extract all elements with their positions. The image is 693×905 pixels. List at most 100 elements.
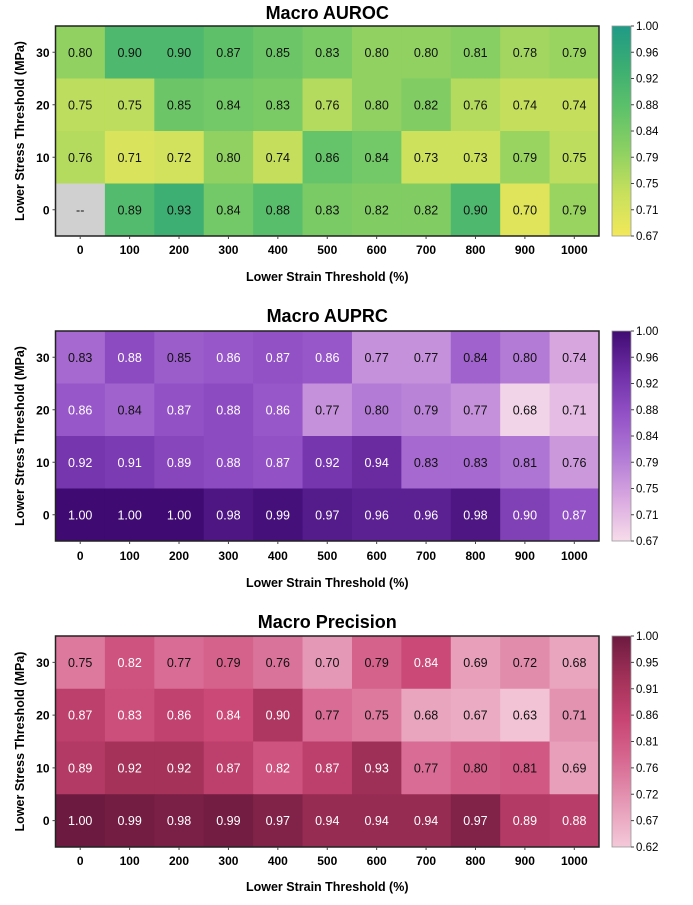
x-tick-label: 0 [77, 549, 84, 563]
colorbar-tick-label: 0.84 [636, 126, 659, 138]
heatmap-cell [351, 794, 402, 848]
heatmap-cell [401, 383, 452, 437]
heatmap-cell [351, 436, 402, 489]
cell-value-label: 0.87 [266, 456, 290, 470]
heatmap-cell [203, 131, 254, 184]
cell-value-label: 0.93 [364, 761, 388, 775]
heatmap-cell [549, 383, 600, 437]
heatmap-cell [401, 794, 452, 848]
cell-value-label: 0.63 [513, 709, 537, 723]
heatmap-cell [302, 741, 353, 795]
heatmap-cell [104, 331, 155, 384]
heatmap-cell [104, 741, 155, 795]
cell-value-label: 0.76 [562, 456, 586, 470]
cell-value-label: 0.76 [463, 98, 487, 112]
cell-value-label: 1.00 [167, 508, 191, 522]
x-axis-label: Lower Strain Threshold (%) [246, 880, 409, 894]
cell-value-label: 0.92 [68, 456, 92, 470]
chart-title: Macro Precision [258, 612, 397, 632]
x-tick-label: 400 [268, 243, 288, 257]
heatmap-cell [401, 183, 452, 237]
y-tick-label: 0 [43, 814, 50, 828]
cell-value-label: 0.87 [68, 709, 92, 723]
heatmap-cell [401, 436, 452, 489]
heatmap-cell [203, 26, 254, 79]
heatmap-cell [203, 331, 254, 384]
cell-value-label: 0.87 [266, 351, 290, 365]
heatmap-cell [154, 78, 205, 132]
heatmap-cell [500, 78, 551, 132]
heatmap-cell [450, 183, 501, 237]
cell-value-label: 0.90 [167, 46, 191, 60]
colorbar-tick-label: 0.67 [636, 816, 658, 828]
cell-value-label: 0.84 [364, 151, 388, 165]
cell-value-label: 0.77 [414, 761, 438, 775]
cell-value-label: 0.87 [562, 508, 586, 522]
heatmap-cell [104, 636, 155, 690]
heatmap-cell [203, 183, 254, 237]
y-tick-label: 20 [36, 98, 50, 112]
cell-value-label: 0.86 [315, 151, 339, 165]
cell-value-label: 0.68 [513, 403, 537, 417]
heatmap-cell [55, 794, 106, 848]
x-tick-label: 800 [465, 549, 485, 563]
cell-value-label: 0.79 [414, 403, 438, 417]
x-tick-label: 200 [169, 243, 189, 257]
cell-value-label: 0.79 [513, 151, 537, 165]
heatmap-cell [351, 26, 402, 79]
cell-value-label: 0.94 [364, 456, 388, 470]
heatmap-cell [253, 741, 304, 795]
heatmap-cell [351, 331, 402, 384]
colorbar-tick-label: 1.00 [636, 631, 658, 643]
cell-value-label: 0.75 [117, 98, 141, 112]
heatmap-cell [253, 131, 304, 184]
heatmap-cell [55, 688, 106, 742]
cell-value-label: 0.91 [117, 456, 141, 470]
heatmap-cell [104, 26, 155, 79]
cell-value-label: 0.71 [562, 709, 586, 723]
x-tick-label: 300 [218, 854, 238, 868]
y-axis-label: Lower Stress Threshold (MPa) [13, 652, 27, 832]
heatmap-cell [351, 488, 402, 542]
heatmap-cell [351, 131, 402, 184]
cell-value-label: 0.80 [463, 761, 487, 775]
cell-value-label: 0.88 [216, 456, 240, 470]
x-tick-label: 700 [416, 854, 436, 868]
heatmap-cell [549, 26, 600, 79]
heatmap-cell [253, 636, 304, 690]
cell-value-label: 0.99 [266, 508, 290, 522]
y-tick-label: 0 [43, 508, 50, 522]
heatmap-cell [203, 688, 254, 742]
x-axis-label: Lower Strain Threshold (%) [246, 576, 409, 590]
cell-value-label: 0.90 [463, 203, 487, 217]
x-tick-label: 200 [169, 854, 189, 868]
x-tick-label: 600 [367, 243, 387, 257]
cell-value-label: 0.74 [562, 351, 586, 365]
heatmap-cell [302, 636, 353, 690]
heatmap-cell [253, 331, 304, 384]
heatmap-cell [549, 741, 600, 795]
heatmap-cell [154, 331, 205, 384]
y-axis-label: Lower Stress Threshold (MPa) [13, 41, 27, 221]
cell-value-label: 0.83 [68, 351, 92, 365]
cell-value-label: 0.82 [414, 203, 438, 217]
x-tick-label: 400 [268, 854, 288, 868]
cell-value-label: 0.98 [216, 508, 240, 522]
heatmap-cell [351, 636, 402, 690]
heatmap-cell [154, 383, 205, 437]
heatmap-cell [500, 131, 551, 184]
colorbar-tick-label: 0.91 [636, 684, 658, 696]
cell-value-label: 0.79 [364, 656, 388, 670]
cell-value-label: 0.72 [167, 151, 191, 165]
colorbar-tick-label: 1.00 [636, 21, 658, 33]
cell-value-label: 0.98 [167, 814, 191, 828]
y-axis-label: Lower Stress Threshold (MPa) [13, 346, 27, 526]
heatmap-cell [401, 688, 452, 742]
heatmap-cell [302, 183, 353, 237]
x-tick-label: 200 [169, 549, 189, 563]
cell-value-label: 0.82 [266, 761, 290, 775]
heatmap-cell [450, 26, 501, 79]
cell-value-label: 0.82 [117, 656, 141, 670]
colorbar-tick-label: 0.71 [636, 205, 658, 217]
cell-value-label: 0.75 [68, 98, 92, 112]
